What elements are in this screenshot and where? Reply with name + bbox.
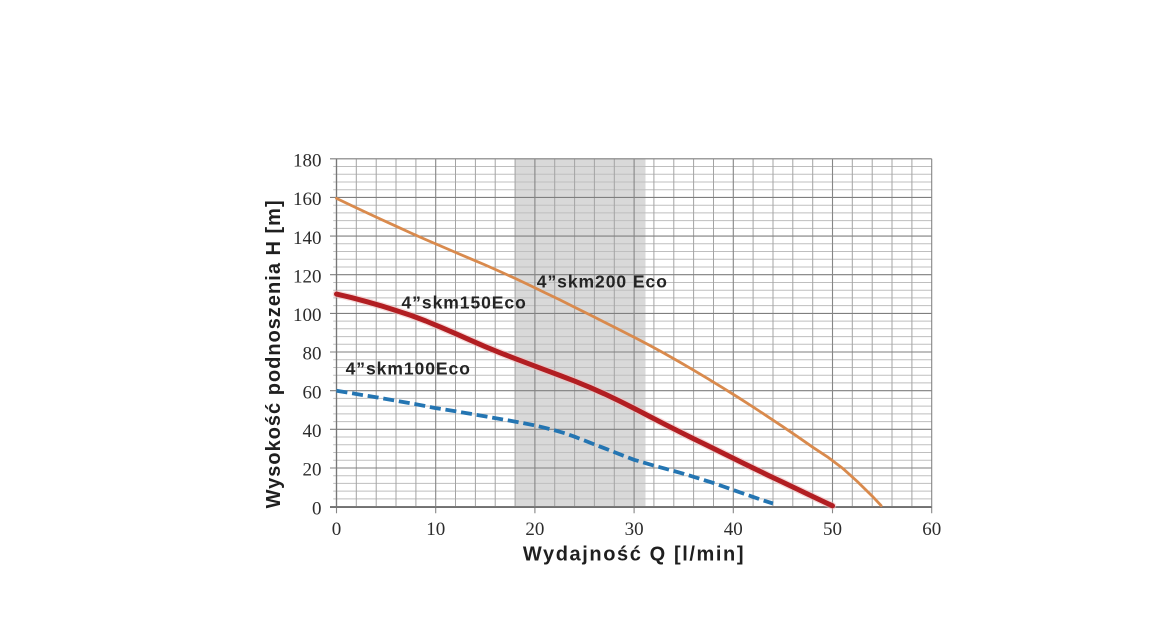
svg-text:40: 40 — [303, 421, 322, 442]
svg-text:180: 180 — [293, 151, 322, 172]
svg-text:30: 30 — [625, 519, 644, 540]
svg-text:160: 160 — [293, 189, 322, 210]
svg-text:Wysokość podnoszenia H [m]: Wysokość podnoszenia H [m] — [263, 199, 285, 508]
svg-text:120: 120 — [293, 266, 322, 287]
svg-text:60: 60 — [303, 382, 322, 403]
svg-text:50: 50 — [823, 519, 842, 540]
svg-text:4”skm200 Eco: 4”skm200 Eco — [537, 271, 668, 291]
svg-text:100: 100 — [293, 305, 322, 326]
svg-text:0: 0 — [312, 498, 322, 519]
svg-text:10: 10 — [426, 519, 445, 540]
svg-text:80: 80 — [303, 344, 322, 365]
svg-text:0: 0 — [332, 519, 342, 540]
svg-text:40: 40 — [724, 519, 743, 540]
svg-text:140: 140 — [293, 228, 322, 249]
svg-text:60: 60 — [922, 519, 941, 540]
svg-text:4”skm150Eco: 4”skm150Eco — [402, 293, 527, 313]
svg-text:20: 20 — [525, 519, 544, 540]
svg-text:Wydajność Q [l/min]: Wydajność Q [l/min] — [523, 544, 745, 566]
svg-text:4”skm100Eco: 4”skm100Eco — [346, 359, 471, 379]
svg-text:20: 20 — [303, 460, 322, 481]
